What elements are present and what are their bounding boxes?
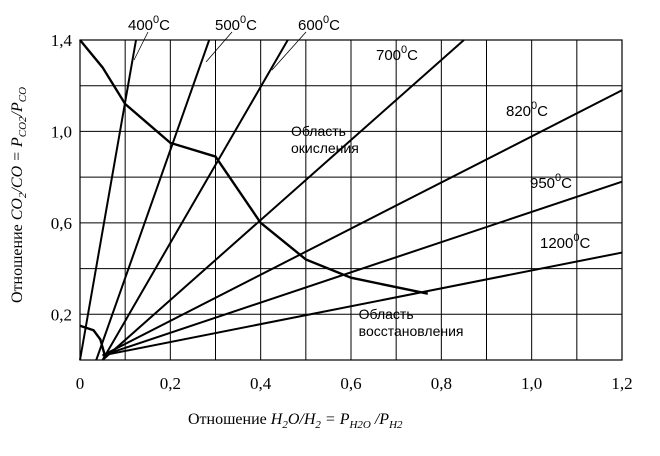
isotherm-leader-line — [133, 31, 149, 61]
x-tick-label: 1,2 — [611, 374, 632, 393]
isotherm-line — [95, 39, 211, 361]
plot-border — [79, 39, 623, 361]
x-tick-label: 1,0 — [521, 374, 542, 393]
isotherm-label: 6000C — [298, 14, 340, 34]
isotherm-line — [101, 39, 465, 361]
isotherm-label: 9500C — [530, 172, 572, 192]
x-tick-label: 0 — [76, 374, 85, 393]
boundary-curve-lower — [79, 324, 106, 356]
x-tick-label: 0,4 — [250, 374, 272, 393]
boundary-curve-upper — [79, 39, 429, 295]
isotherm-leader-line — [205, 31, 233, 63]
phase-boundary — [79, 39, 429, 356]
x-axis-label: Отношение H2O/H2 = PH2O /PH2 — [188, 411, 403, 431]
isotherm-line — [79, 39, 137, 361]
isotherm-lines — [79, 39, 623, 361]
x-tick-label: 0,2 — [160, 374, 181, 393]
y-tick-label: 0,6 — [51, 214, 72, 233]
isotherm-line — [102, 251, 623, 357]
y-tick-label: 1,4 — [51, 31, 73, 50]
region-annotations: Область окисления Область восстановления — [291, 123, 464, 339]
oxidation-region-label: Область окисления — [291, 123, 359, 156]
y-axis-label: Отношение CO2/CO = PCO2/PCO — [9, 87, 29, 303]
grid — [80, 40, 622, 360]
x-tick-label: 0,6 — [340, 374, 361, 393]
isotherm-label: 12000C — [540, 232, 591, 252]
isotherm-leader-line — [271, 31, 307, 71]
isotherm-label: 7000C — [376, 44, 418, 64]
tick-labels: 0 0,2 0,4 0,6 0,8 1,0 1,2 0,2 0,6 1,0 1,4 — [51, 31, 633, 393]
isotherm-line — [102, 180, 623, 357]
isotherm-label: 8200C — [506, 100, 548, 120]
y-tick-label: 0,2 — [51, 305, 72, 324]
isotherm-label: 5000C — [215, 14, 257, 34]
plot-frame — [79, 39, 623, 361]
x-tick-label: 0,8 — [431, 374, 452, 393]
y-tick-label: 1,0 — [51, 122, 72, 141]
reduction-region-label: Область восстановления — [359, 306, 464, 339]
isotherm-line — [101, 39, 289, 361]
isotherm-line — [102, 89, 623, 357]
isotherm-label: 4000C — [128, 14, 170, 34]
isotherm-labels: 4000C 5000C 6000C 7000C 8200C 9500C 12000C — [128, 14, 591, 252]
